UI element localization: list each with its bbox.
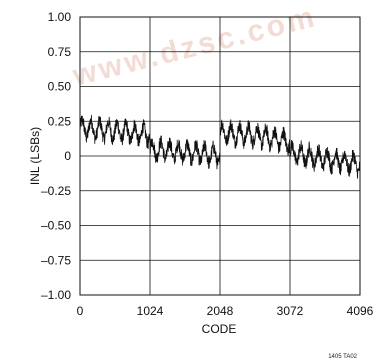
y-tick-label: –1.00: [41, 288, 71, 302]
y-tick-label: –0.75: [41, 253, 71, 267]
plot-frame: [79, 16, 361, 296]
y-tick-label: 0.25: [48, 114, 72, 128]
x-tick-labels: 0 1024 2048 3072 4096: [77, 304, 374, 318]
y-tick-label: 1.00: [48, 10, 72, 24]
x-tick-label: 2048: [207, 304, 234, 318]
y-tick-label: 0: [64, 149, 71, 163]
y-tick-label: 0.75: [48, 45, 72, 59]
y-tick-labels: 1.00 0.75 0.50 0.25 0 –0.25 –0.50 –0.75 –1.00: [41, 10, 71, 302]
y-tick-label: –0.50: [41, 219, 71, 233]
x-tick-label: 0: [77, 304, 84, 318]
x-tick-label: 1024: [137, 304, 164, 318]
x-tick-label: 3072: [277, 304, 304, 318]
y-tick-label: 0.50: [48, 80, 72, 94]
y-tick-label: –0.25: [41, 184, 71, 198]
x-tick-label: 4096: [347, 304, 374, 318]
inl-series-line: [79, 115, 361, 179]
y-axis-label: INL (LSBs): [28, 127, 42, 185]
x-axis-label: CODE: [202, 322, 237, 336]
figure-id: 1405 TA02: [328, 354, 357, 360]
watermark: www.dzsc.com: [69, 0, 320, 93]
